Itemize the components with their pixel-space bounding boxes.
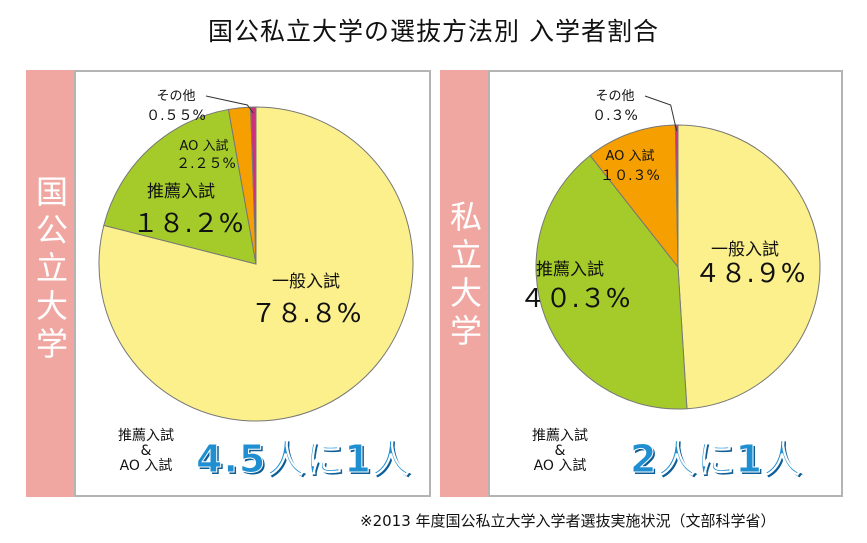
panel-private: 一般入試 ４８.９% 推薦入試 ４０.３% AO 入試 １０.３% その他 ０.３% 推薦入試… <box>488 70 843 497</box>
slice-value-2: １０.３% <box>600 168 660 184</box>
pie-slice-0 <box>677 124 821 410</box>
leader-line <box>644 95 678 132</box>
ratio-text-public: 4.5人に1人 <box>196 437 411 482</box>
condition-line-2: & <box>140 443 152 459</box>
condition-line-1: 推薦入試 <box>118 428 174 444</box>
side-band-public: 国公立大学 <box>26 70 74 497</box>
slice-label-3: その他 <box>595 89 634 104</box>
condition-line-2: & <box>554 443 566 459</box>
slice-label-2: AO 入試 <box>179 138 228 154</box>
ratio-condition-private: 推薦入試 & AO 入試 <box>520 429 600 474</box>
slice-label-1: 推薦入試 <box>147 182 215 202</box>
slice-label-2: AO 入試 <box>605 148 654 164</box>
chart-title: 国公私立大学の選抜方法別 入学者割合 <box>208 17 659 46</box>
pie-slice-0 <box>98 106 414 422</box>
ratio-text-private: 2人に1人 <box>630 437 802 482</box>
slice-value-0: ４８.９% <box>695 259 806 289</box>
ratio-condition-public: 推薦入試 & AO 入試 <box>106 429 186 474</box>
slice-label-0: 一般入試 <box>711 240 779 260</box>
pie-slice-1 <box>103 108 257 265</box>
side-band-private: 私立大学 <box>440 70 488 497</box>
slice-label-1: 推薦入試 <box>536 260 604 280</box>
slice-label-0: 一般入試 <box>272 272 340 292</box>
pie-chart-public: 一般入試 ７８.８% 推薦入試 １８.２% AO 入試 ２.２５% その他 ０.５５% <box>98 89 414 422</box>
side-label-private: 私立大学 <box>440 200 488 352</box>
pie-slice-3 <box>250 106 257 265</box>
pie-slice-1 <box>535 154 688 410</box>
leader-line <box>205 95 254 114</box>
condition-line-3: AO 入試 <box>119 458 173 474</box>
slice-label-3: その他 <box>156 89 195 104</box>
panel-public: 一般入試 ７８.８% 推薦入試 １８.２% AO 入試 ２.２５% その他 ０.５５% 推薦入… <box>74 70 431 497</box>
slice-value-0: ７８.８% <box>251 299 362 329</box>
slice-value-1: ４０.３% <box>520 284 631 314</box>
pie-slice-2 <box>589 124 679 269</box>
slice-value-2: ２.２５% <box>176 156 236 172</box>
side-label-private-text: 私立大学 <box>445 200 483 352</box>
side-label-public-text: 国公立大学 <box>31 175 69 365</box>
condition-line-3: AO 入試 <box>533 458 587 474</box>
slice-value-3: ０.３% <box>592 108 638 124</box>
side-label-public: 国公立大学 <box>26 175 74 365</box>
footnote: ※2013 年度国公私立大学入学者選抜実施状況（文部科学省） <box>360 512 776 530</box>
slice-value-1: １８.２% <box>133 209 244 239</box>
condition-line-1: 推薦入試 <box>532 428 588 444</box>
slice-value-3: ０.５５% <box>146 108 206 124</box>
